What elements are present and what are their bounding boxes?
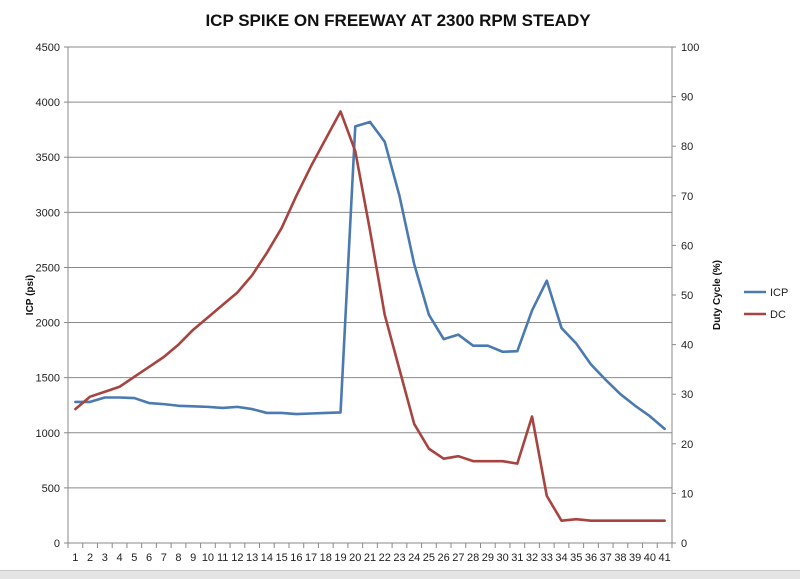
x-tick-label: 17 <box>305 552 317 564</box>
x-tick-label: 25 <box>423 552 435 564</box>
x-tick-label: 27 <box>452 552 464 564</box>
x-tick-label: 40 <box>644 552 656 564</box>
x-tick-label: 24 <box>408 552 420 564</box>
chart-title: ICP SPIKE ON FREEWAY AT 2300 RPM STEADY <box>205 11 591 30</box>
x-tick-label: 36 <box>585 552 597 564</box>
x-tick-label: 30 <box>496 552 508 564</box>
y2-tick-label: 70 <box>681 191 693 203</box>
x-tick-label: 7 <box>161 552 167 564</box>
axes <box>64 46 676 548</box>
y2-axis-title: Duty Cycle (%) <box>712 260 723 330</box>
x-tick-label: 35 <box>570 552 582 564</box>
x-tick-label: 21 <box>364 552 376 564</box>
y2-tick-label: 10 <box>681 488 693 500</box>
x-tick-label: 22 <box>379 552 391 564</box>
x-tick-label: 6 <box>146 552 152 564</box>
x-tick-label: 1 <box>72 552 78 564</box>
legend-label-icp: ICP <box>770 287 788 299</box>
y2-tick-label: 60 <box>681 240 693 252</box>
y-tick-label: 1000 <box>36 428 60 440</box>
series-line-dc <box>74 110 666 522</box>
x-tick-label: 8 <box>175 552 181 564</box>
y2-tick-label: 100 <box>681 42 699 54</box>
x-tick-label: 37 <box>600 552 612 564</box>
x-tick-label: 32 <box>526 552 538 564</box>
right-axis-ticks: 0 10 20 30 40 50 60 70 80 90 100 <box>681 42 699 550</box>
y2-tick-label: 30 <box>681 389 693 401</box>
x-tick-label: 28 <box>467 552 479 564</box>
x-tick-label: 14 <box>261 552 273 564</box>
x-tick-label: 3 <box>102 552 108 564</box>
x-tick-label: 34 <box>555 552 567 564</box>
x-axis-ticks: 1 2 3 4 5 6 7 8 9 10 11 12 13 14 15 16 17 18 19 20 21 22 23 24 2… <box>72 552 670 564</box>
y-tick-label: 3000 <box>36 207 60 219</box>
bottom-frame-line <box>0 570 800 571</box>
left-axis-ticks: 0 500 1000 1500 2000 2500 3000 3500 4000 4500 <box>36 42 60 550</box>
y-tick-label: 4500 <box>36 42 60 54</box>
x-tick-label: 26 <box>438 552 450 564</box>
x-tick-label: 33 <box>541 552 553 564</box>
x-tick-label: 11 <box>217 552 228 564</box>
legend: ICP DC <box>744 287 788 321</box>
x-tick-label: 18 <box>320 552 332 564</box>
y2-tick-label: 40 <box>681 340 693 352</box>
x-tick-label: 15 <box>275 552 287 564</box>
series-line-icp <box>74 120 666 431</box>
x-tick-label: 12 <box>231 552 243 564</box>
y-axis-title: ICP (psi) <box>25 275 36 315</box>
x-tick-label: 39 <box>629 552 641 564</box>
y-tick-label: 0 <box>54 538 60 550</box>
y-tick-label: 1500 <box>36 373 60 385</box>
grid-lines <box>68 46 672 544</box>
bottom-frame-strip <box>0 570 800 579</box>
x-tick-label: 4 <box>116 552 122 564</box>
y-tick-label: 3500 <box>36 152 60 164</box>
x-tick-label: 41 <box>659 552 671 564</box>
y-tick-label: 2500 <box>36 262 60 274</box>
x-tick-label: 2 <box>87 552 93 564</box>
x-tick-label: 31 <box>511 552 523 564</box>
x-tick-label: 10 <box>202 552 214 564</box>
y-tick-label: 500 <box>42 483 60 495</box>
legend-label-dc: DC <box>770 309 786 321</box>
y2-tick-label: 0 <box>681 538 687 550</box>
x-tick-label: 29 <box>482 552 494 564</box>
y2-tick-label: 50 <box>681 290 693 302</box>
x-tick-label: 13 <box>246 552 258 564</box>
x-tick-label: 5 <box>131 552 137 564</box>
y2-tick-label: 80 <box>681 141 693 153</box>
x-tick-label: 16 <box>290 552 302 564</box>
x-tick-label: 23 <box>393 552 405 564</box>
x-tick-label: 38 <box>614 552 626 564</box>
y-tick-label: 4000 <box>36 97 60 109</box>
x-tick-label: 19 <box>334 552 346 564</box>
series <box>74 110 666 522</box>
y-tick-label: 2000 <box>36 318 60 330</box>
x-tick-label: 20 <box>349 552 361 564</box>
y2-tick-label: 20 <box>681 439 693 451</box>
y2-tick-label: 90 <box>681 92 693 104</box>
x-tick-label: 9 <box>190 552 196 564</box>
